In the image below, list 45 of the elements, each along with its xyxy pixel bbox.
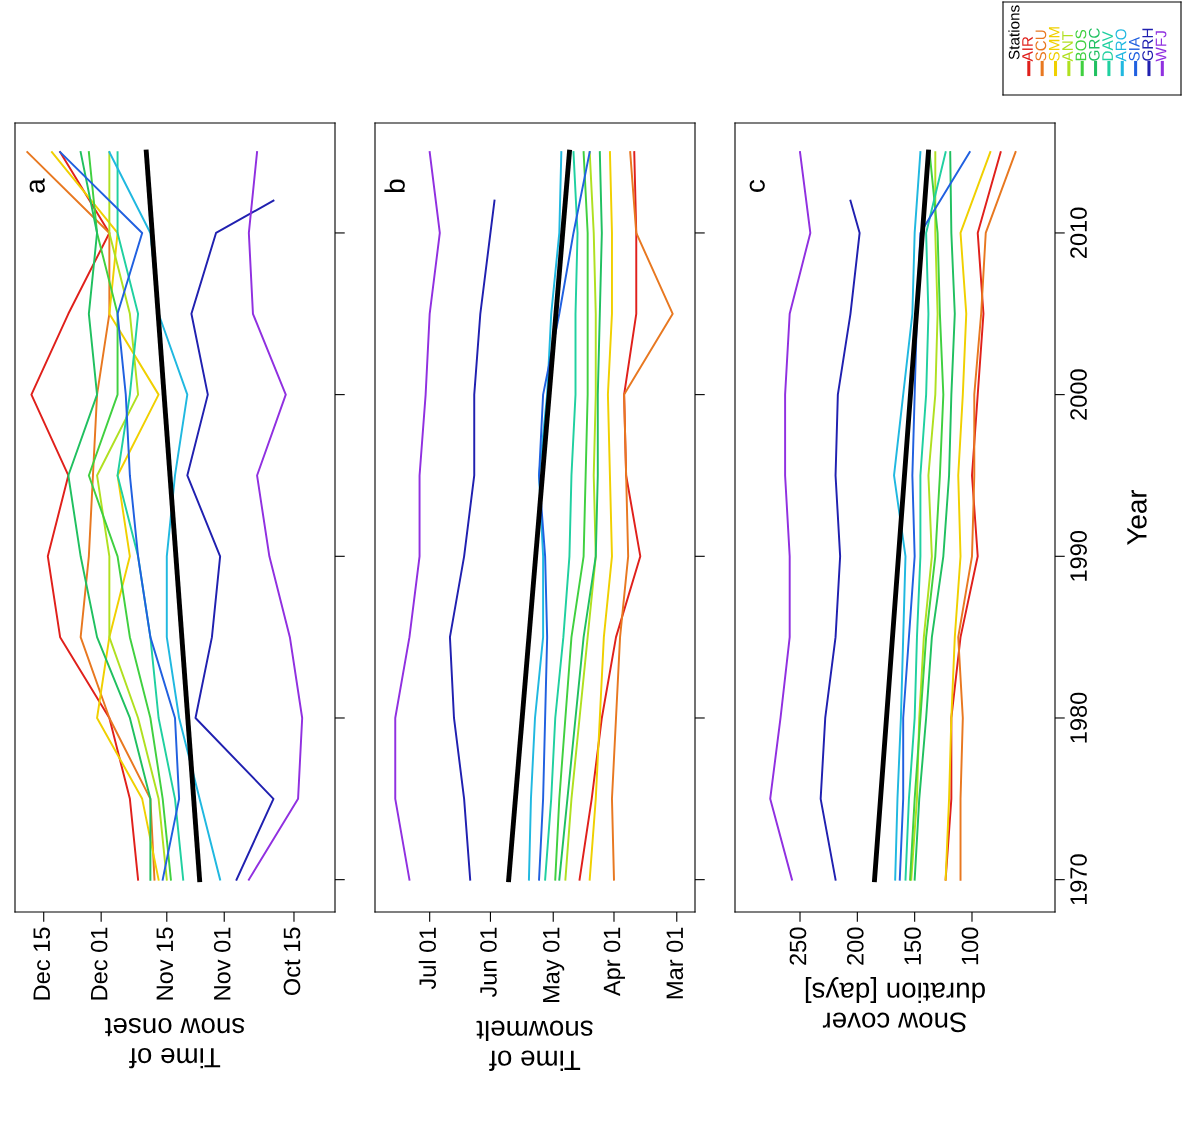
line-series bbox=[944, 151, 992, 881]
text: SIA bbox=[1128, 36, 1140, 61]
annotation: b bbox=[384, 179, 405, 193]
x-tick-label: 200 bbox=[846, 927, 864, 965]
x-axis-title: Snow cover duration [days] bbox=[805, 977, 985, 1033]
y-tick-label: 2000 bbox=[1070, 369, 1087, 420]
x-tick-label: Apr 01 bbox=[603, 927, 625, 997]
text: SMM bbox=[1048, 27, 1060, 61]
y-tick-label: 1980 bbox=[1070, 692, 1087, 743]
x-tick-label: Dec 01 bbox=[90, 927, 108, 1000]
line-series bbox=[913, 151, 956, 881]
annotation: c bbox=[749, 179, 765, 192]
text: GRC bbox=[1088, 28, 1100, 61]
text: GRH bbox=[1142, 28, 1154, 61]
text: ARO bbox=[1115, 29, 1127, 62]
text: DAV bbox=[1102, 31, 1113, 61]
x-tick-label: May 01 bbox=[542, 927, 565, 1003]
x-tick-label: Dec 15 bbox=[33, 927, 51, 1000]
y-tick-label: 2010 bbox=[1070, 207, 1087, 259]
text: BOS bbox=[1075, 29, 1087, 61]
x-tick-label: Jul 01 bbox=[418, 927, 437, 990]
x-tick-label: Nov 15 bbox=[156, 927, 174, 1000]
y-axis-title: Year bbox=[1127, 489, 1147, 545]
x-tick-label: Oct 15 bbox=[283, 927, 301, 996]
line-series bbox=[893, 151, 922, 881]
text: AIR bbox=[1022, 36, 1033, 62]
x-tick-label: Jun 01 bbox=[480, 927, 497, 998]
legend-title: Stations bbox=[1008, 5, 1020, 60]
text: SCU bbox=[1035, 30, 1047, 61]
x-tick-label: 100 bbox=[961, 927, 979, 965]
text: WFJ bbox=[1155, 31, 1167, 62]
text: ANT bbox=[1062, 31, 1073, 62]
y-tick-label: 1970 bbox=[1070, 854, 1087, 905]
line-series bbox=[910, 151, 939, 881]
line-series bbox=[957, 151, 1017, 881]
x-axis-title: Time of snowmelt bbox=[476, 1020, 593, 1071]
line-series bbox=[819, 199, 861, 881]
x-tick-label: 150 bbox=[904, 927, 921, 965]
x-axis-title: Time of snow onset bbox=[104, 1017, 245, 1069]
x-tick-label: Mar 01 bbox=[666, 927, 684, 999]
x-tick-label: 250 bbox=[789, 927, 807, 965]
annotation: a bbox=[29, 178, 45, 193]
line-series bbox=[769, 151, 812, 881]
x-tick-label: Nov 01 bbox=[213, 927, 231, 1000]
y-tick-label: 1990 bbox=[1070, 530, 1087, 581]
